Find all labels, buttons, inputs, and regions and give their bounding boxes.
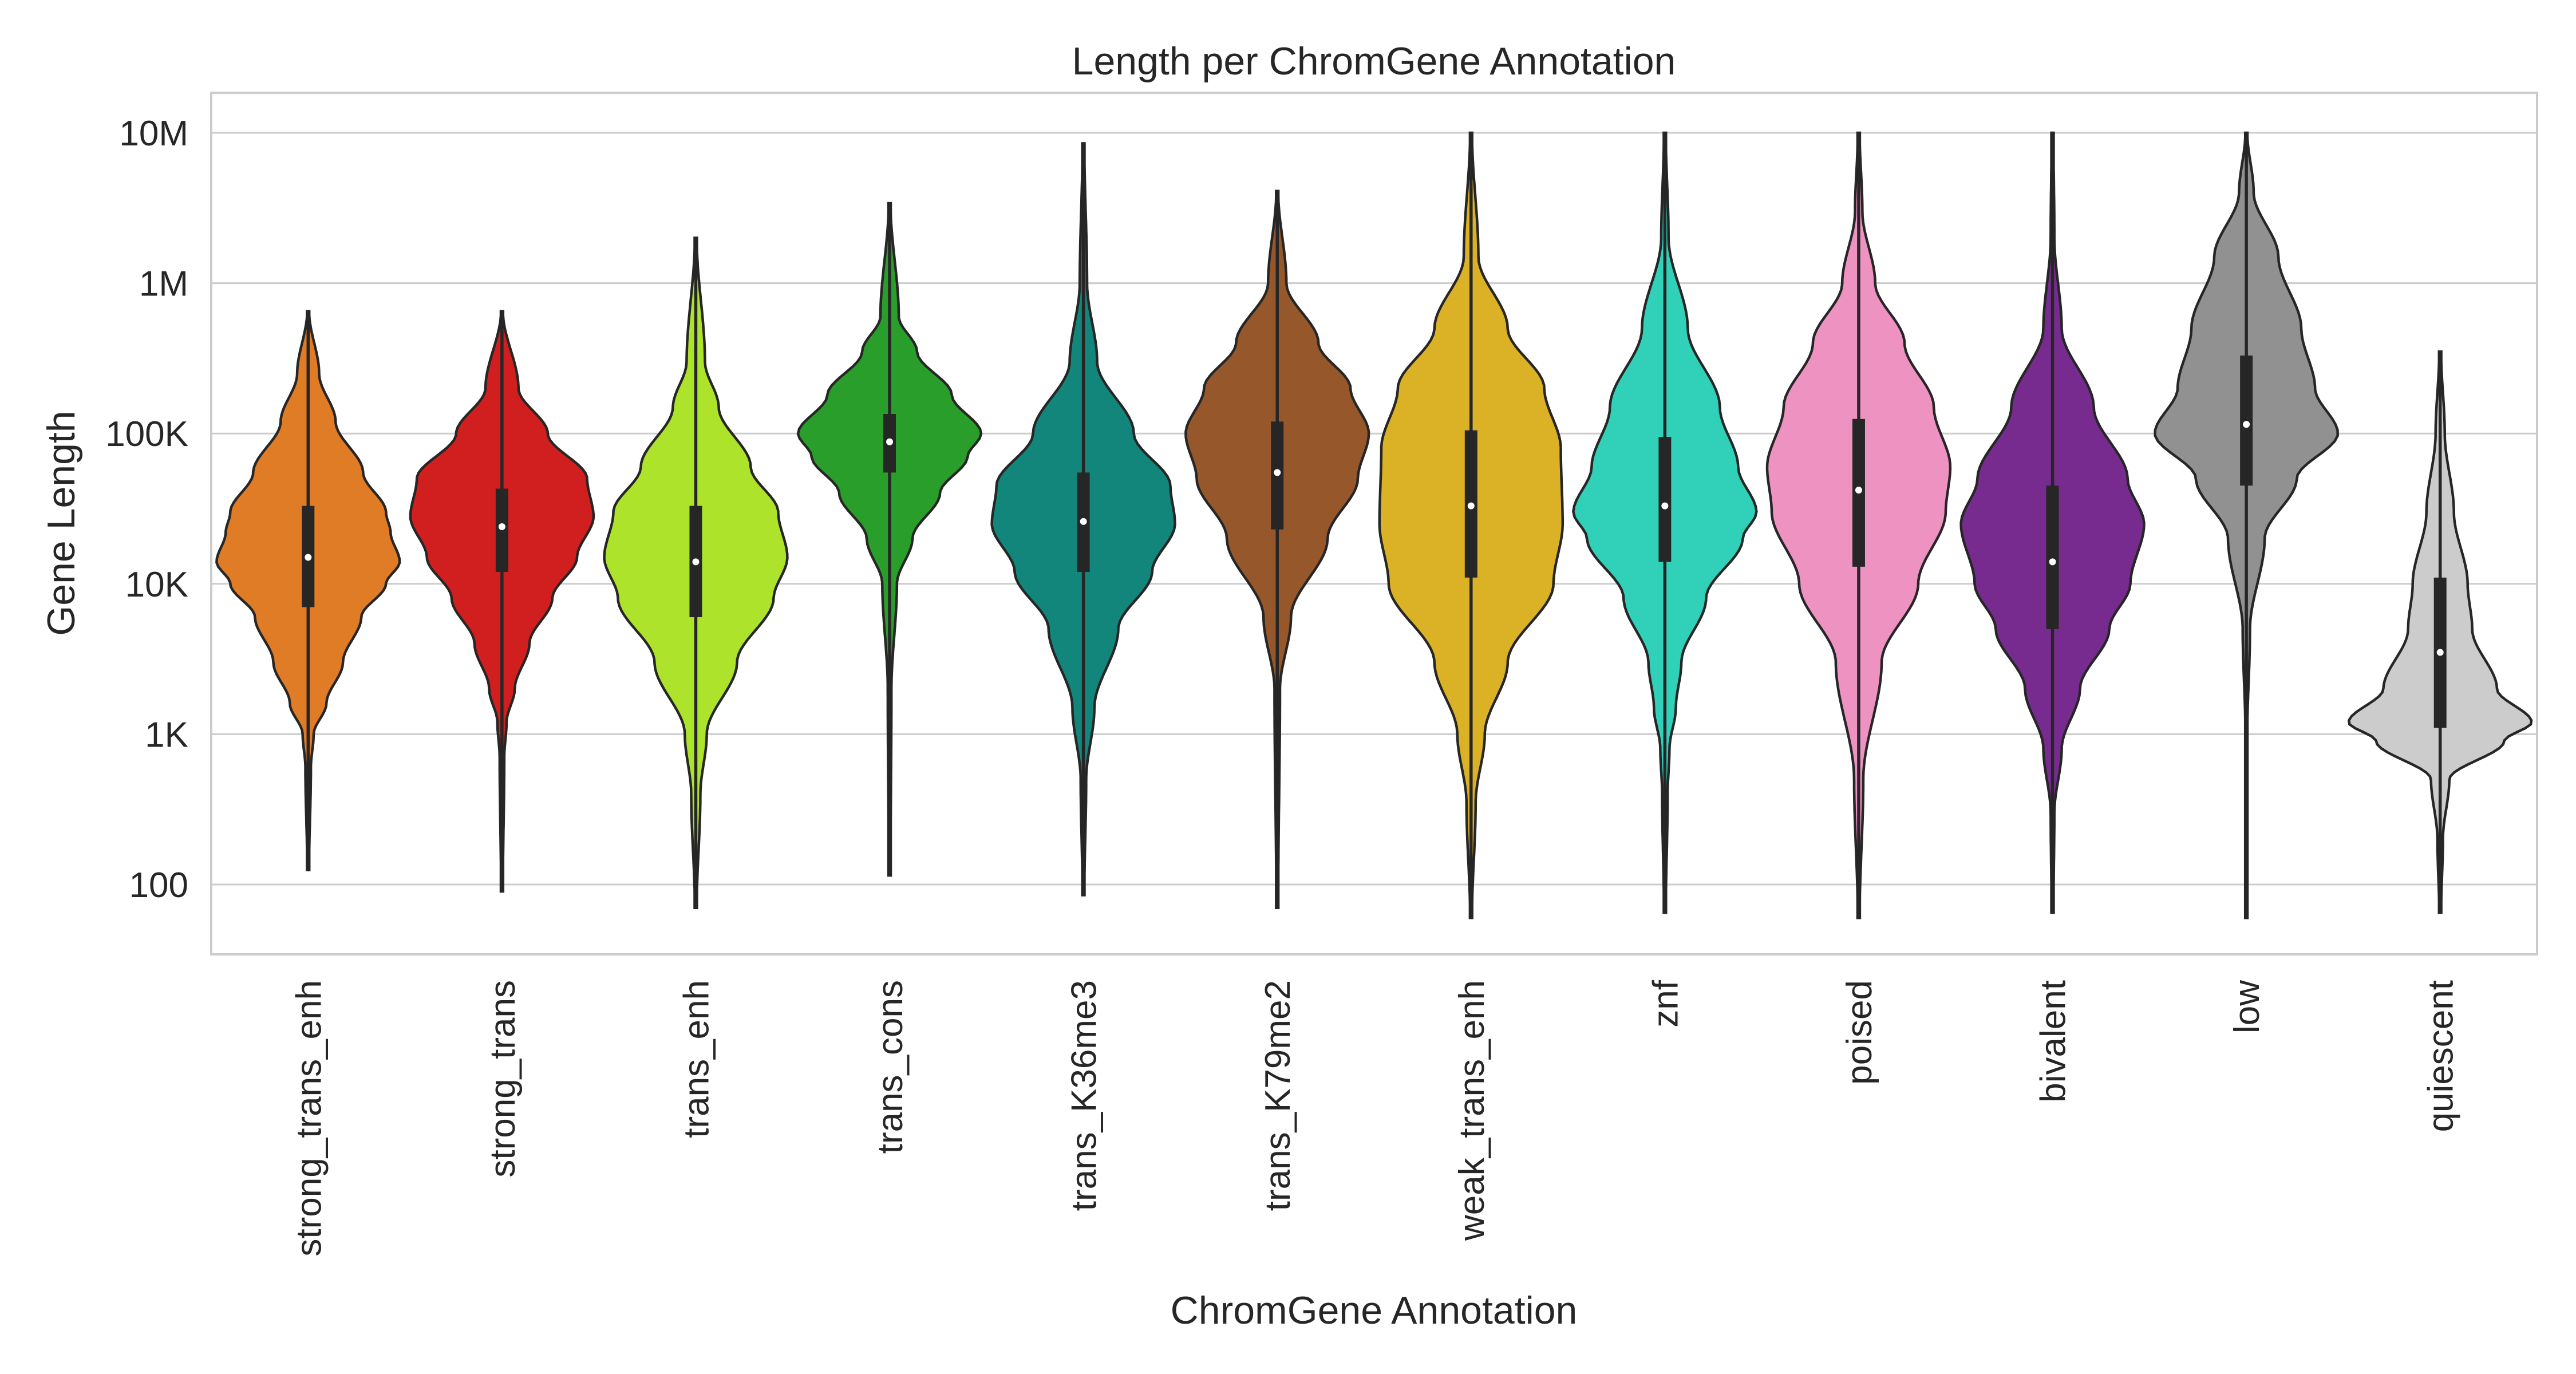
y-tick-label: 100 bbox=[129, 866, 188, 905]
x-tick-label: strong_trans_enh bbox=[289, 980, 329, 1257]
x-tick-label: low bbox=[2227, 980, 2267, 1033]
median-marker bbox=[305, 554, 312, 561]
x-tick-label: znf bbox=[1646, 980, 1685, 1027]
plot-frame bbox=[210, 92, 2538, 956]
median-marker bbox=[1855, 487, 1862, 494]
x-tick-label: trans_cons bbox=[871, 980, 910, 1154]
y-tick-label: 1M bbox=[139, 264, 188, 304]
violin-layer bbox=[215, 131, 2533, 919]
median-marker bbox=[886, 438, 894, 445]
x-tick-labels: strong_trans_enh strong_trans trans_enh tra… bbox=[289, 980, 2460, 1256]
x-tick-label: strong_trans bbox=[483, 980, 523, 1178]
y-tick-label: 10K bbox=[125, 565, 188, 605]
x-tick-label: trans_K79me2 bbox=[1258, 980, 1298, 1211]
y-tick-labels: 100 1K 10K 100K 1M 10M bbox=[105, 114, 188, 905]
median-marker bbox=[2049, 558, 2056, 566]
median-marker bbox=[1467, 502, 1475, 510]
x-tick-label: trans_K36me3 bbox=[1065, 980, 1104, 1211]
median-marker bbox=[2243, 421, 2250, 428]
x-axis-label: ChromGene Annotation bbox=[1171, 1289, 1578, 1332]
median-marker bbox=[2436, 649, 2444, 656]
median-marker bbox=[1661, 502, 1669, 510]
x-tick-label: quiescent bbox=[2421, 980, 2461, 1132]
grid-lines bbox=[211, 132, 2537, 886]
x-tick-label: trans_enh bbox=[677, 980, 717, 1138]
x-tick-label: bivalent bbox=[2034, 980, 2073, 1103]
median-marker bbox=[692, 558, 700, 566]
y-axis-label: Gene Length bbox=[39, 410, 83, 635]
median-marker bbox=[1274, 469, 1281, 476]
x-tick-label: weak_trans_enh bbox=[1452, 980, 1492, 1241]
chart-title: Length per ChromGene Annotation bbox=[1072, 40, 1676, 83]
y-tick-label: 1K bbox=[145, 715, 188, 755]
y-tick-label: 100K bbox=[105, 414, 188, 454]
median-marker bbox=[1080, 518, 1087, 525]
median-marker bbox=[498, 523, 505, 530]
x-tick-label: poised bbox=[1840, 980, 1879, 1085]
y-tick-label: 10M bbox=[119, 114, 188, 153]
